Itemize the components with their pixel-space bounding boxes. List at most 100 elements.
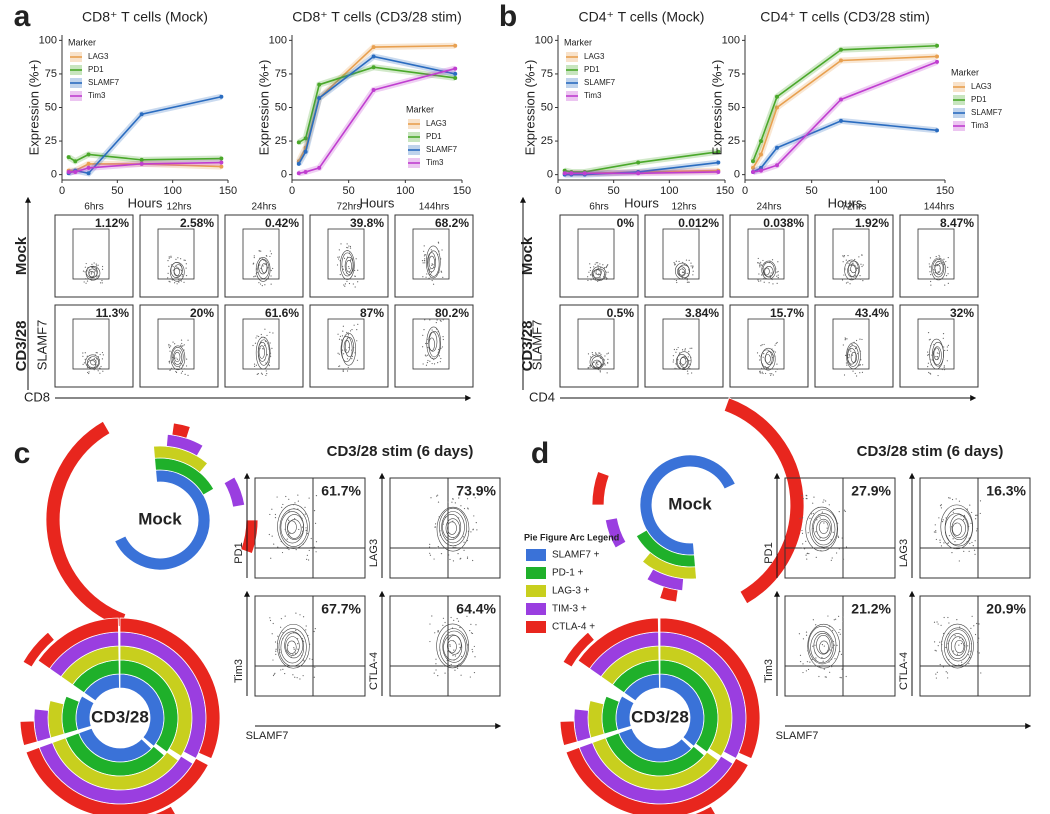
event-dot (836, 644, 838, 646)
contour (595, 269, 602, 276)
event-dot (595, 352, 597, 354)
event-dot (84, 358, 86, 360)
event-dot (948, 622, 950, 624)
event-dot (941, 644, 943, 646)
event-dot (927, 354, 929, 356)
event-dot (677, 359, 679, 361)
event-dot (963, 644, 965, 647)
event-dot (297, 643, 299, 645)
event-dot (675, 351, 677, 353)
event-dot (812, 502, 814, 504)
event-dot (847, 353, 849, 355)
event-dot (274, 672, 276, 674)
event-dot (458, 643, 460, 645)
x-axis-label: Hours (624, 195, 659, 210)
event-dot (346, 331, 348, 334)
contour (819, 640, 829, 654)
contour (848, 260, 860, 278)
event-dot (435, 328, 438, 330)
data-point (636, 160, 641, 165)
event-dot (599, 352, 601, 354)
event-dot (286, 538, 288, 540)
event-dot (425, 364, 428, 366)
event-dot (469, 629, 471, 632)
row-label: Mock (13, 236, 30, 275)
event-dot (927, 362, 929, 364)
contour (808, 625, 837, 665)
event-dot (300, 518, 303, 520)
event-dot (438, 250, 440, 252)
x-tick-label: 150 (716, 185, 734, 197)
y-tick-label: 0 (281, 169, 287, 181)
contour (287, 520, 297, 534)
event-dot (603, 267, 605, 269)
event-dot (760, 274, 763, 276)
event-dot (838, 548, 840, 550)
sunburst-arc (659, 586, 679, 603)
event-dot (288, 519, 290, 522)
legend-label: PD-1 + (552, 568, 584, 579)
contour (932, 341, 944, 367)
flow-frame (309, 214, 389, 298)
event-dot (179, 269, 181, 271)
event-dot (173, 357, 175, 359)
event-dot (822, 501, 824, 503)
flow-frame (919, 477, 1031, 579)
event-dot (275, 653, 277, 655)
event-dot (430, 252, 432, 254)
event-dot (311, 658, 313, 661)
event-dot (775, 342, 777, 345)
y-tick-label: 100 (39, 34, 57, 46)
event-dot (849, 347, 852, 350)
event-dot (169, 369, 171, 372)
event-dot (455, 546, 457, 548)
data-point (775, 105, 779, 110)
event-dot (938, 352, 940, 355)
event-dot (90, 357, 92, 359)
event-dot (828, 625, 831, 627)
event-dot (771, 348, 773, 350)
event-dot (177, 275, 179, 277)
event-dot (775, 268, 777, 270)
event-dot (768, 261, 771, 264)
event-dot (815, 556, 817, 558)
event-dot (808, 552, 810, 555)
event-dot (675, 363, 677, 365)
event-dot (344, 283, 347, 285)
event-dot (92, 367, 94, 370)
event-dot (976, 651, 979, 653)
event-dot (435, 663, 437, 665)
event-dot (833, 644, 835, 646)
event-dot (587, 276, 589, 278)
event-dot (689, 367, 691, 370)
y-axis-label: Expression (%+) (709, 60, 724, 156)
event-dot (447, 671, 449, 673)
gate-percent: 8.47% (940, 216, 974, 230)
event-dot (258, 282, 260, 284)
event-dot (437, 630, 439, 632)
event-dot (588, 368, 590, 370)
event-dot (939, 641, 941, 643)
event-dot (934, 524, 936, 526)
event-dot (692, 270, 694, 272)
event-dot (339, 335, 341, 337)
event-dot (601, 363, 603, 366)
event-dot (264, 328, 266, 330)
event-dot (851, 354, 854, 356)
event-dot (264, 284, 266, 286)
sunburst-arc (47, 700, 65, 739)
event-dot (354, 275, 356, 278)
event-dot (458, 517, 460, 519)
event-dot (823, 547, 825, 550)
data-point (317, 165, 322, 170)
event-dot (776, 341, 778, 344)
flow-frame (919, 595, 1031, 697)
gate-percent: 0% (617, 216, 635, 230)
event-dot (802, 498, 804, 500)
event-dot (341, 265, 344, 268)
event-dot (350, 259, 352, 261)
contour (680, 357, 687, 365)
event-dot (431, 279, 433, 282)
contour (170, 345, 186, 371)
event-dot (441, 346, 444, 348)
